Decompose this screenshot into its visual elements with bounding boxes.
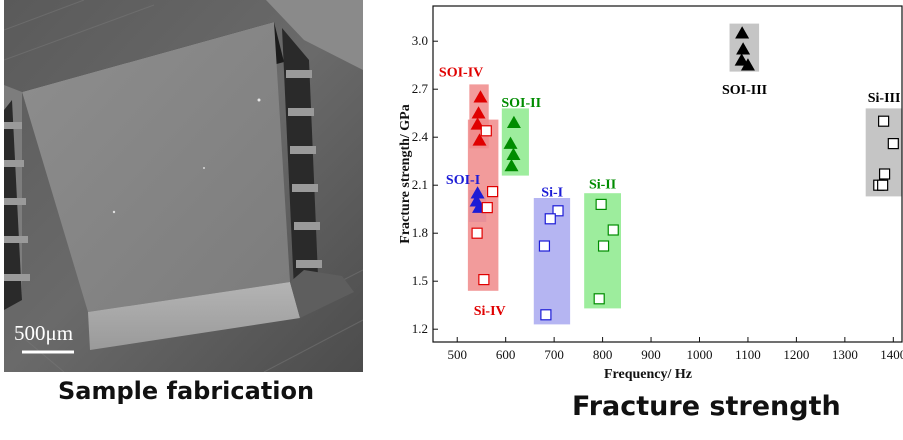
square-point [877, 179, 889, 191]
group-label: Si-I [541, 186, 563, 201]
tethers-left [4, 122, 30, 281]
surface-particle [112, 210, 116, 214]
triangle-point [734, 53, 749, 66]
plot-frame [432, 5, 903, 343]
x-tick-label: 1100 [735, 347, 761, 362]
x-tick-label: 700 [544, 347, 564, 362]
scale-bar-label: 500μm [14, 321, 73, 345]
y-tick-label: 1.5 [412, 273, 428, 288]
square-point [593, 293, 605, 305]
square-point [471, 227, 483, 239]
sem-image: 500μm [4, 0, 363, 372]
triangle-point [473, 90, 488, 103]
triangle-point [471, 106, 486, 119]
square-point [481, 202, 493, 214]
corner-shadow [290, 270, 354, 318]
x-tick-label: 1200 [783, 347, 809, 362]
triangle-point [736, 42, 751, 55]
square-point [544, 213, 556, 225]
fracture-strength-chart: 500 600 700 800 900 1000 1100 1200 1300 1400 1.2 1.… [395, 0, 903, 392]
right-trench [282, 28, 319, 300]
group-label: Si-III [868, 91, 901, 106]
triangle-point [506, 115, 521, 129]
group-label: SOI-I [446, 173, 480, 188]
surface-particle [257, 98, 261, 102]
square-point [597, 240, 610, 252]
square-point [540, 309, 552, 321]
y-tick-label: 3.0 [412, 33, 428, 48]
data-points [469, 26, 899, 321]
y-tick-label: 2.7 [412, 81, 429, 96]
square-point [595, 198, 607, 210]
y-tick-label: 1.8 [412, 225, 428, 240]
tethers-right [286, 70, 322, 268]
square-point [607, 224, 619, 236]
y-tick-label: 2.1 [412, 177, 428, 192]
group-label: SOI-III [722, 83, 767, 98]
x-tick-label: 1300 [832, 347, 858, 362]
triangle-point [504, 159, 519, 172]
square-point [552, 205, 564, 217]
x-tick-label: 900 [641, 347, 661, 362]
membrane-sidewall [88, 282, 300, 350]
upper-anchor [266, 0, 363, 70]
square-point [478, 274, 490, 286]
sem-micrograph: 500μm [4, 0, 363, 372]
x-axis-title: Frequency/ Hz [604, 367, 692, 382]
y-axis-title: Fracture strength/ GPa [398, 104, 413, 243]
triangle-point [506, 147, 521, 161]
square-point [538, 240, 551, 252]
group-label: SOI-II [501, 96, 541, 111]
triangle-point [470, 186, 485, 199]
group-label: Si-IV [474, 304, 506, 319]
square-point [878, 168, 891, 180]
group-label: SOI-IV [439, 66, 483, 81]
chart-svg: 500 600 700 800 900 1000 1100 1200 1300 1400 1.2 1.… [398, 5, 903, 382]
membrane-plate [22, 22, 290, 312]
surface-particle [203, 167, 205, 169]
square-point [878, 115, 890, 127]
y-tick-label: 2.4 [412, 129, 429, 144]
triangle-point [735, 26, 750, 39]
x-tick-label: 1400 [880, 347, 903, 362]
square-point [486, 186, 499, 198]
axis-ticks: 500 600 700 800 900 1000 1100 1200 1300 1400 1.2 1.… [412, 33, 903, 362]
triangle-point [503, 136, 518, 149]
caption-sample-fabrication: Sample fabrication [58, 377, 315, 405]
x-tick-label: 800 [593, 347, 613, 362]
x-tick-label: 1000 [686, 347, 712, 362]
group-boxes [467, 23, 903, 325]
group-labels: SOI-IV SOI-II SOI-I Si-IV Si-I Si-II SOI-III Si… [439, 66, 901, 319]
triangle-point [472, 133, 487, 146]
square-point [480, 125, 492, 137]
x-tick-label: 500 [447, 347, 467, 362]
x-tick-label: 600 [496, 347, 516, 362]
caption-fracture-strength: Fracture strength [572, 391, 841, 422]
group-label: Si-II [589, 178, 616, 193]
y-tick-label: 1.2 [412, 321, 428, 336]
square-point [887, 138, 899, 150]
triangle-point [740, 58, 755, 71]
